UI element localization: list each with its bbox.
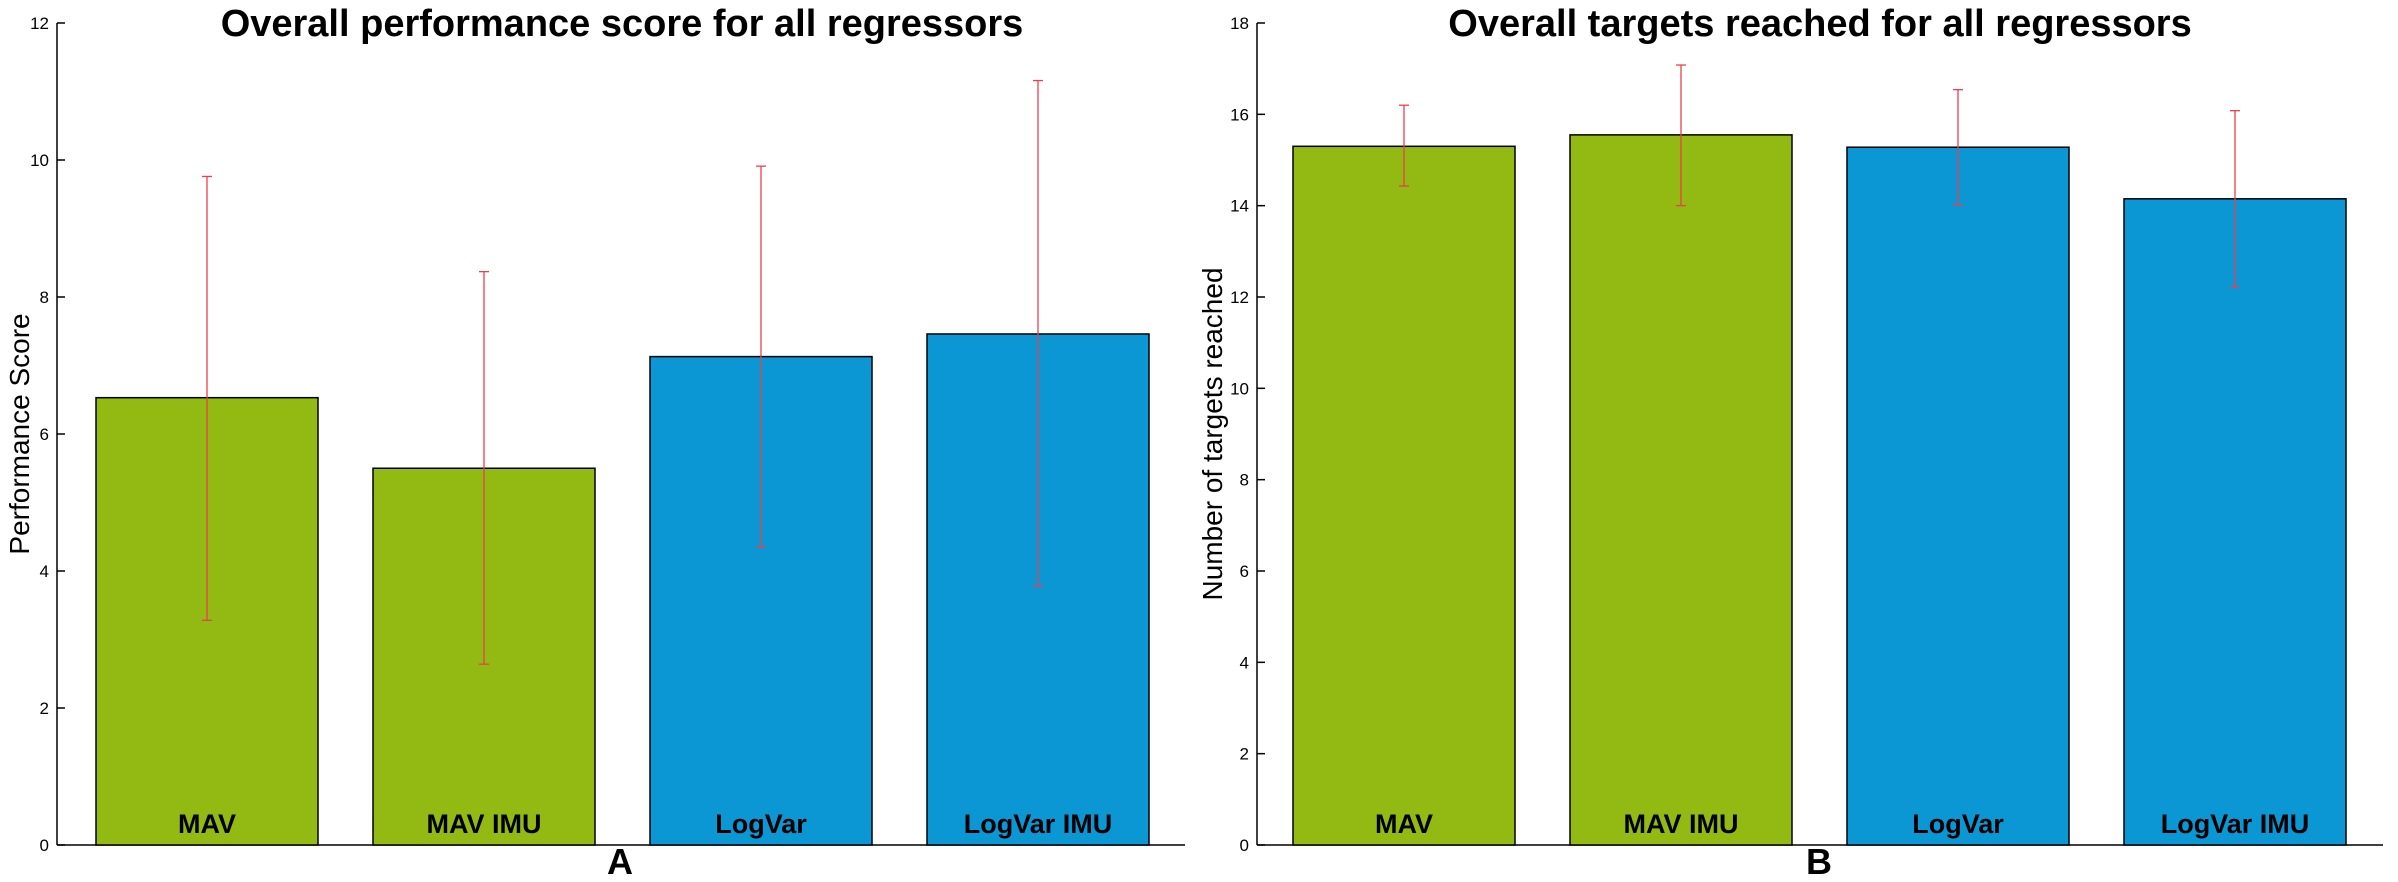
y-tick-label: 4 <box>40 562 49 581</box>
y-tick-label: 6 <box>1240 562 1249 581</box>
y-tick-label: 18 <box>1230 14 1249 33</box>
y-tick-label: 2 <box>1240 745 1249 764</box>
chart-title: Overall targets reached for all regresso… <box>1448 3 2191 45</box>
y-tick-label: 6 <box>40 425 49 444</box>
bar-category-label: LogVar IMU <box>964 809 1113 839</box>
bar-category-label: LogVar <box>1912 809 2004 839</box>
y-tick-label: 16 <box>1230 105 1249 124</box>
panel-b-chart: Overall targets reached for all regresso… <box>1197 3 2383 882</box>
y-tick-label: 0 <box>40 836 49 855</box>
y-tick-label: 8 <box>1240 471 1249 490</box>
chart-title: Overall performance score for all regres… <box>221 3 1024 45</box>
bar-category-label: MAV <box>178 809 236 839</box>
bar-category-label: MAV IMU <box>427 809 542 839</box>
bar-category-label: LogVar IMU <box>2161 809 2310 839</box>
bar <box>1292 145 1516 846</box>
bar <box>2123 198 2347 846</box>
y-tick-label: 0 <box>1240 836 1249 855</box>
y-axis-label: Performance Score <box>4 313 35 554</box>
y-axis-label: Number of targets reached <box>1197 267 1228 600</box>
bar <box>1569 134 1793 846</box>
y-tick-label: 10 <box>1230 379 1249 398</box>
y-tick-label: 12 <box>30 14 49 33</box>
panel-label: B <box>1806 841 1832 882</box>
bar-category-label: MAV <box>1375 809 1433 839</box>
y-tick-label: 12 <box>1230 288 1249 307</box>
y-tick-label: 4 <box>1240 653 1249 672</box>
bar-category-label: LogVar <box>715 809 807 839</box>
panel-label: A <box>607 841 633 882</box>
bar-category-label: MAV IMU <box>1624 809 1739 839</box>
y-tick-label: 8 <box>40 288 49 307</box>
y-tick-label: 14 <box>1230 197 1249 216</box>
bar <box>1846 146 2070 846</box>
y-tick-label: 10 <box>30 151 49 170</box>
y-tick-label: 2 <box>40 699 49 718</box>
panel-a-chart: Overall performance score for all regres… <box>4 3 1185 882</box>
